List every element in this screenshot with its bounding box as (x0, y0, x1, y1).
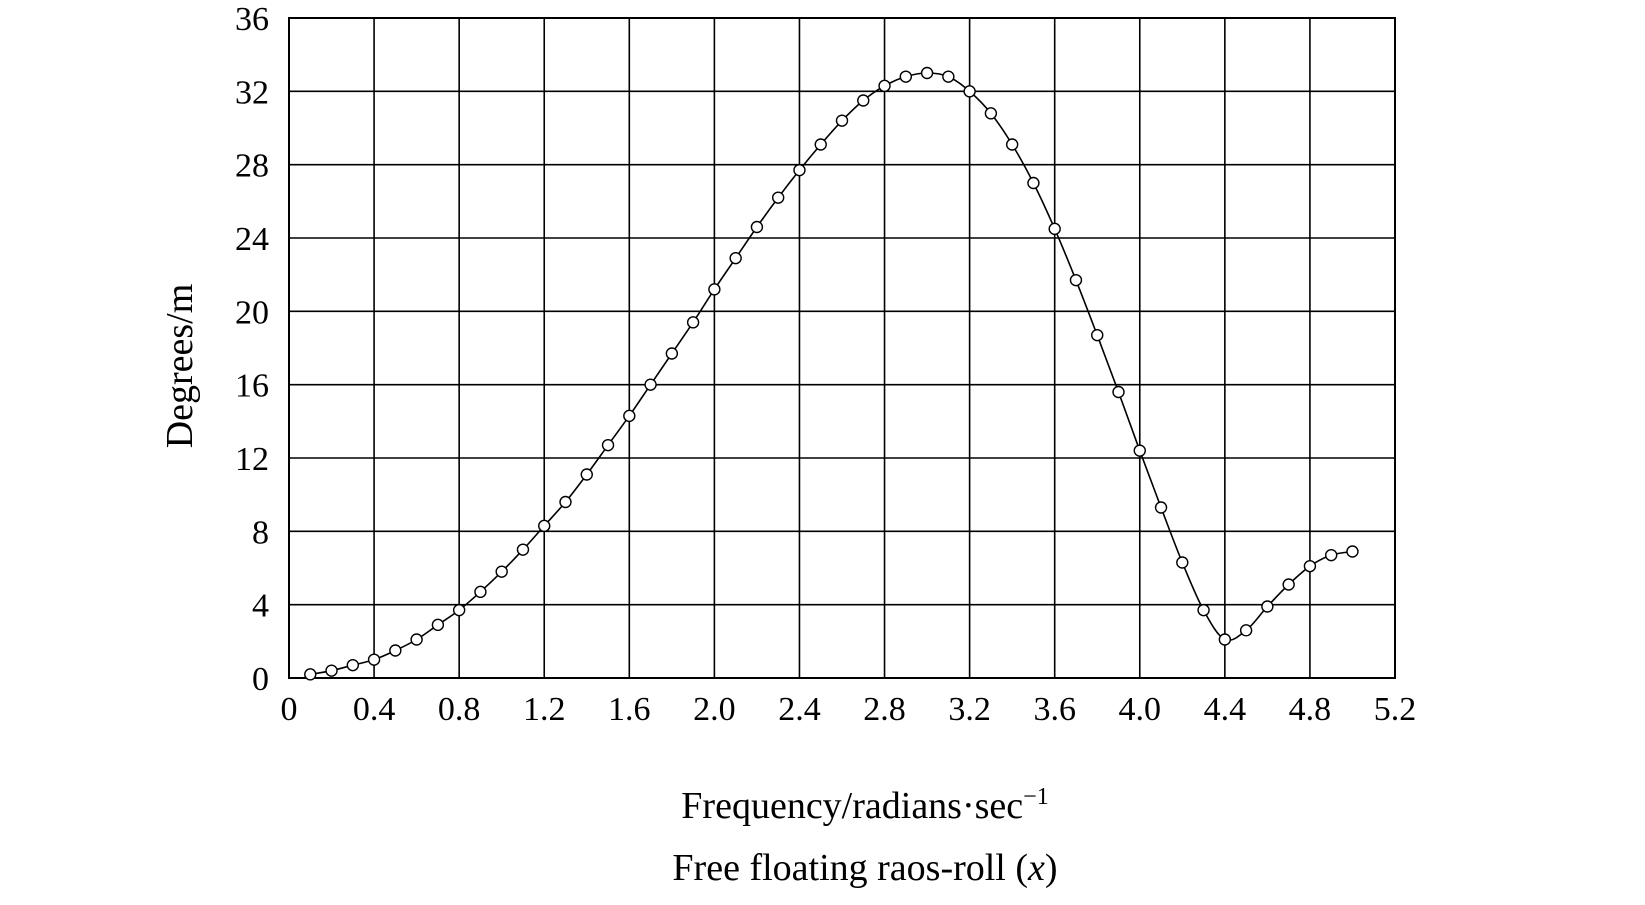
x-tick-label: 1.6 (608, 691, 651, 728)
y-tick-label: 4 (252, 588, 269, 625)
data-point (1282, 578, 1295, 591)
x-axis-label-exponent: −1 (1023, 784, 1049, 810)
data-point (325, 664, 338, 677)
caption-text-end: ) (1045, 847, 1058, 889)
x-tick-label: 0.4 (353, 691, 396, 728)
data-point (1027, 176, 1040, 190)
x-tick-label: 3.2 (948, 691, 991, 728)
data-point (963, 85, 976, 98)
x-tick-label: 3.6 (1033, 691, 1076, 728)
x-tick-label: 5.2 (1374, 691, 1417, 728)
data-point (729, 251, 742, 265)
data-point (750, 220, 764, 234)
x-tick-label: 4.0 (1119, 691, 1162, 728)
chart-caption: Free floating raos-roll (x) (672, 847, 1057, 889)
caption-text-italic: x (1027, 847, 1045, 889)
x-axis-label: Frequency/radians·sec−1 (681, 784, 1048, 827)
plot-frame (288, 17, 1396, 679)
x-tick-label: 1.2 (523, 691, 566, 728)
data-point (1091, 328, 1104, 342)
y-tick-label: 28 (235, 148, 269, 185)
series-curve (310, 72, 1353, 676)
data-point (1239, 624, 1253, 637)
data-point (686, 316, 700, 329)
data-point (1112, 385, 1125, 399)
y-tick-labels: 0 4 8 12 16 20 24 28 32 36 (235, 1, 269, 698)
data-point (984, 107, 998, 120)
data-point (304, 668, 317, 681)
data-point (920, 66, 934, 80)
caption-text-start: Free floating raos-roll ( (672, 847, 1028, 889)
data-point (623, 409, 636, 423)
data-point (665, 347, 679, 360)
x-tick-label: 4.4 (1204, 691, 1247, 728)
y-tick-label: 36 (235, 1, 269, 38)
data-point (793, 163, 806, 177)
y-tick-label: 12 (235, 441, 269, 478)
data-point (857, 94, 870, 107)
data-point (708, 283, 721, 296)
data-point (410, 633, 423, 646)
y-axis-label: Degrees/m (159, 284, 201, 449)
x-tick-label: 0.8 (438, 691, 481, 728)
y-tick-label: 8 (252, 514, 269, 551)
data-point (1346, 545, 1359, 558)
data-point (942, 70, 955, 83)
x-axis-label-main: Frequency/radians·sec (681, 785, 1023, 827)
data-point (771, 191, 785, 204)
data-point (1303, 559, 1317, 573)
x-tick-label: 0 (281, 691, 298, 728)
data-point (431, 618, 445, 632)
data-point (644, 378, 657, 391)
y-tick-label: 24 (235, 221, 269, 258)
data-markers (304, 66, 1359, 681)
y-tick-label: 32 (235, 74, 269, 111)
x-tick-labels: 0 0.4 0.8 1.2 1.6 2.0 2.4 2.8 3.2 3.6 4.0 4.4 4.8 5.2 (281, 691, 1417, 728)
data-point (495, 565, 508, 578)
y-tick-label: 0 (252, 661, 269, 698)
data-point (516, 543, 530, 556)
data-point (474, 585, 487, 599)
data-point (1218, 633, 1232, 646)
data-point (580, 468, 593, 481)
data-point (814, 138, 827, 151)
x-tick-label: 2.4 (778, 691, 821, 728)
data-point (367, 653, 381, 666)
x-tick-label: 4.8 (1289, 691, 1332, 728)
data-point (878, 79, 891, 93)
data-point (538, 519, 551, 533)
data-point (1133, 444, 1146, 457)
data-point (835, 114, 849, 127)
data-point (1154, 501, 1168, 514)
x-tick-label: 2.8 (863, 691, 906, 728)
y-tick-label: 16 (235, 368, 269, 405)
data-point (1069, 273, 1083, 287)
data-point (1048, 222, 1061, 236)
data-point (346, 658, 360, 672)
data-point (389, 644, 402, 657)
data-point (1176, 556, 1189, 569)
data-point (899, 70, 913, 83)
data-point (1197, 603, 1210, 617)
data-point (601, 438, 615, 452)
data-point (452, 603, 466, 617)
data-point (1324, 548, 1338, 562)
data-point (1005, 138, 1019, 151)
y-tick-label: 20 (235, 294, 269, 331)
data-point (1261, 600, 1274, 613)
data-point (559, 495, 572, 509)
x-tick-label: 2.0 (693, 691, 736, 728)
